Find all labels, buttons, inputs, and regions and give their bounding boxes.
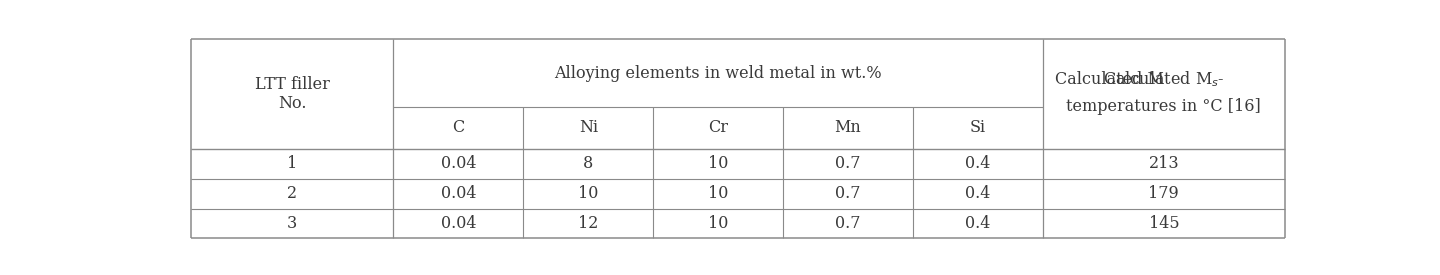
Text: 179: 179	[1149, 185, 1179, 202]
Text: Ni: Ni	[579, 119, 598, 136]
Text: 0.7: 0.7	[835, 215, 861, 232]
Text: 145: 145	[1149, 215, 1179, 232]
Text: 0.4: 0.4	[965, 185, 991, 202]
Text: 213: 213	[1149, 155, 1179, 172]
Text: 8: 8	[583, 155, 593, 172]
Text: temperatures in °C [16]: temperatures in °C [16]	[1067, 98, 1261, 115]
Text: Calculated M$_s$-: Calculated M$_s$-	[1103, 69, 1224, 89]
Text: 10: 10	[708, 155, 729, 172]
Text: 1: 1	[287, 155, 298, 172]
Text: 0.4: 0.4	[965, 215, 991, 232]
Text: 0.04: 0.04	[441, 155, 477, 172]
Text: 10: 10	[577, 185, 599, 202]
Text: C: C	[452, 119, 465, 136]
Text: 3: 3	[287, 215, 298, 232]
Text: 0.04: 0.04	[441, 185, 477, 202]
Text: 12: 12	[577, 215, 599, 232]
Text: 2: 2	[287, 185, 298, 202]
Text: 0.7: 0.7	[835, 155, 861, 172]
Text: Cr: Cr	[708, 119, 729, 136]
Text: 10: 10	[708, 215, 729, 232]
Text: Si: Si	[971, 119, 986, 136]
Text: LTT filler
No.: LTT filler No.	[255, 76, 330, 112]
Text: Mn: Mn	[835, 119, 861, 136]
Text: Alloying elements in weld metal in wt.%: Alloying elements in weld metal in wt.%	[554, 65, 881, 82]
Text: 10: 10	[708, 185, 729, 202]
Text: 0.4: 0.4	[965, 155, 991, 172]
Text: Calculated M: Calculated M	[1056, 71, 1164, 88]
Text: 0.7: 0.7	[835, 185, 861, 202]
Text: 0.04: 0.04	[441, 215, 477, 232]
